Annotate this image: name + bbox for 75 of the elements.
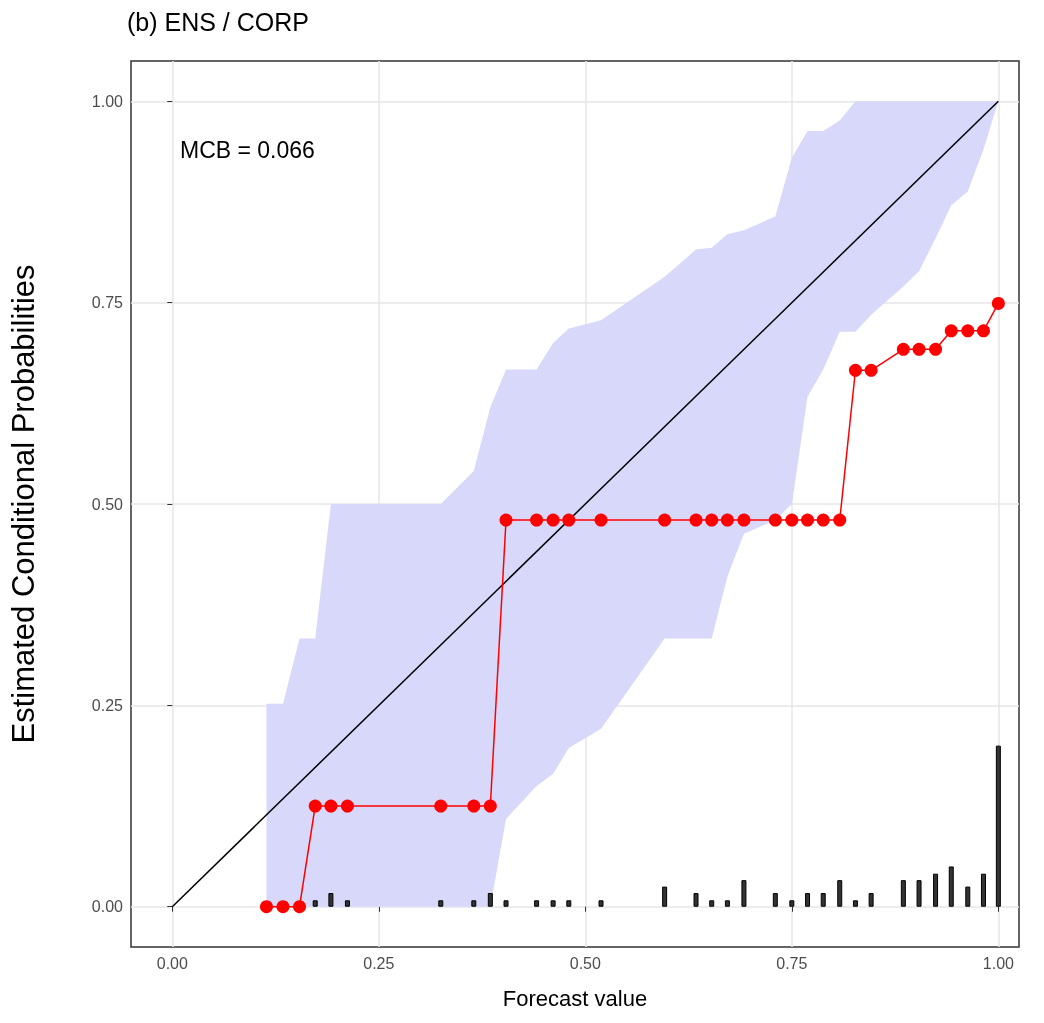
point — [562, 513, 576, 527]
point — [929, 342, 943, 356]
point — [991, 296, 1005, 310]
point — [293, 900, 307, 914]
point — [308, 799, 322, 813]
y-tick-label: 0.25 — [91, 696, 124, 714]
bar — [312, 900, 318, 907]
bar — [487, 893, 493, 907]
y-tick-label: 0.50 — [91, 495, 124, 513]
point — [961, 324, 975, 338]
point — [816, 513, 830, 527]
x-tick-label: 0.75 — [776, 954, 808, 972]
point — [594, 513, 608, 527]
bar — [693, 893, 699, 907]
x-tick-label: 0.00 — [156, 954, 188, 972]
bar — [933, 873, 939, 907]
bar — [980, 873, 986, 907]
point — [259, 900, 273, 914]
point — [720, 513, 734, 527]
bar — [965, 886, 971, 907]
y-tick-label: 0.00 — [91, 898, 124, 916]
point — [976, 324, 990, 338]
point — [658, 513, 672, 527]
bar — [948, 866, 954, 907]
x-tick-label: 0.50 — [569, 954, 601, 972]
point — [499, 513, 513, 527]
bar — [900, 880, 906, 907]
point — [737, 513, 751, 527]
x-tick-label: 0.25 — [363, 954, 395, 972]
bar — [598, 900, 604, 907]
bar — [662, 886, 668, 907]
point — [546, 513, 560, 527]
bar — [534, 900, 540, 907]
bar — [550, 900, 556, 907]
point — [896, 342, 910, 356]
point — [276, 900, 290, 914]
bar — [344, 900, 350, 907]
point — [944, 324, 958, 338]
bar — [471, 900, 477, 907]
point — [912, 342, 926, 356]
point — [864, 363, 878, 377]
bar — [328, 893, 334, 907]
point — [467, 799, 481, 813]
point — [434, 799, 448, 813]
point — [483, 799, 497, 813]
bar — [438, 900, 444, 907]
x-axis-title: Forecast value — [502, 985, 648, 1011]
bar — [805, 893, 811, 907]
y-tick-label: 0.75 — [91, 294, 124, 312]
point — [340, 799, 354, 813]
point — [768, 513, 782, 527]
point — [833, 513, 847, 527]
bar — [868, 893, 874, 907]
bar — [566, 900, 572, 907]
bar — [503, 900, 509, 907]
y-axis-title: Estimated Conditional Probabilities — [6, 264, 41, 744]
chart-title: (b) ENS / CORP — [127, 7, 309, 36]
point — [705, 513, 719, 527]
bar — [724, 900, 730, 907]
point — [785, 513, 799, 527]
bar — [772, 893, 778, 907]
y-tick-label: 1.00 — [91, 92, 124, 110]
bar — [916, 880, 922, 907]
bar — [709, 900, 715, 907]
bar — [820, 893, 826, 907]
point — [530, 513, 544, 527]
point — [324, 799, 338, 813]
bar — [837, 880, 843, 907]
point — [689, 513, 703, 527]
point — [801, 513, 815, 527]
annotation: MCB = 0.066 — [180, 136, 315, 163]
bar — [741, 880, 747, 907]
x-tick-label: 1.00 — [982, 954, 1015, 972]
point — [848, 363, 862, 377]
bar — [852, 900, 858, 907]
